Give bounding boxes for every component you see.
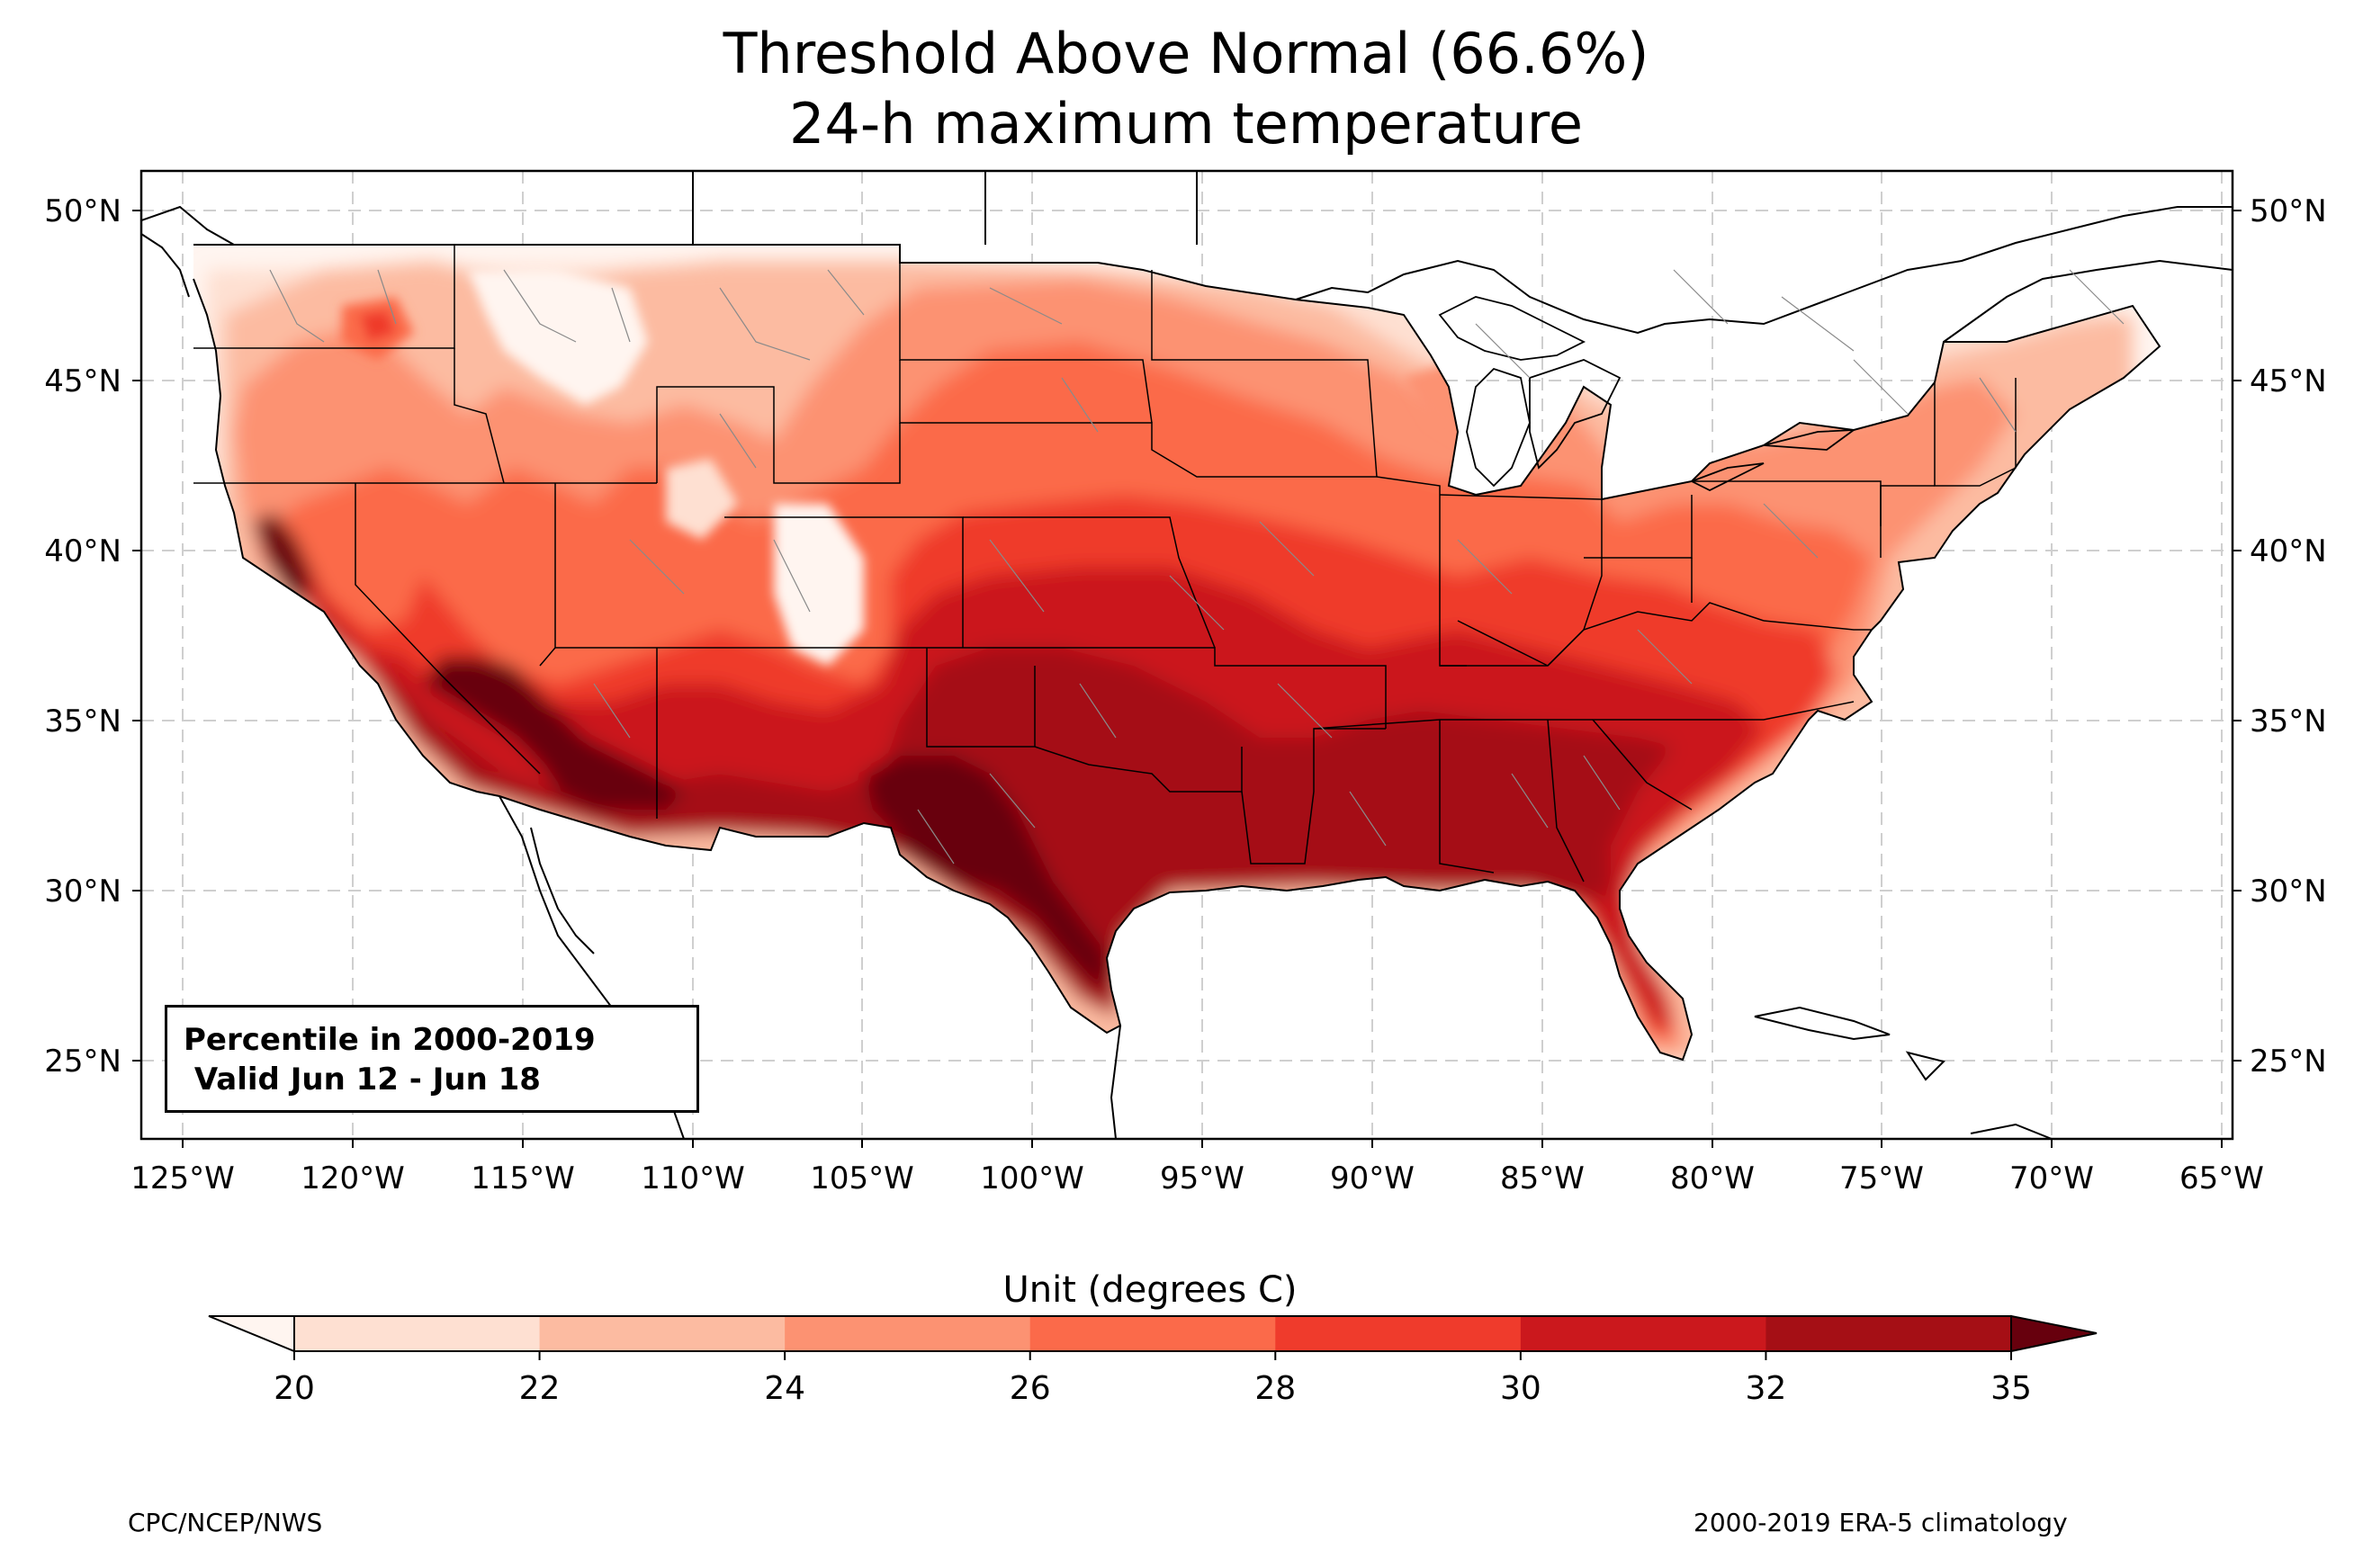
lon-tick-label: 105°W <box>810 1160 914 1196</box>
colorbar-segment <box>1029 1316 1276 1351</box>
lat-tick-label-right: 50°N <box>2250 193 2327 229</box>
chart-subtitle: 24-h maximum temperature <box>788 91 1584 157</box>
lat-tick-label-right: 45°N <box>2250 363 2327 399</box>
coastlines <box>141 171 2233 1139</box>
lon-tick-label: 95°W <box>1160 1160 1244 1196</box>
chart-title: Threshold Above Normal (66.6%) <box>723 21 1649 86</box>
colorbar-tick-label: 35 <box>1990 1370 2032 1407</box>
colorbar-segment <box>1275 1316 1522 1351</box>
lon-tick-label: 75°W <box>1839 1160 1924 1196</box>
info-box-line1: Percentile in 2000-2019 <box>184 1022 596 1058</box>
map-frame <box>139 169 2234 1141</box>
info-box: Percentile in 2000-2019 Valid Jun 12 - J… <box>165 1005 699 1113</box>
colorbar-frame <box>293 1315 2012 1352</box>
lon-tick-label: 115°W <box>471 1160 575 1196</box>
colorbar: 20 22 24 26 28 30 32 35 <box>208 1314 2098 1407</box>
county-borders <box>269 269 2125 865</box>
colorbar-tick-label: 22 <box>519 1370 561 1407</box>
lon-tick-label: 80°W <box>1670 1160 1755 1196</box>
footer-credit: CPC/NCEP/NWS <box>128 1508 323 1537</box>
colorbar-tick-label: 30 <box>1500 1370 1541 1407</box>
lon-tick-label: 125°W <box>130 1160 235 1196</box>
lon-tick-label: 90°W <box>1330 1160 1415 1196</box>
lat-tick-label-right: 25°N <box>2250 1044 2327 1080</box>
colorbar-segment <box>785 1316 1031 1351</box>
colorbar-under-arrow <box>208 1315 295 1353</box>
colorbar-segment <box>294 1316 541 1351</box>
colorbar-tick-label: 32 <box>1746 1370 1787 1407</box>
lat-tick-label-left: 45°N <box>44 363 121 399</box>
lon-tick-label: 110°W <box>641 1160 745 1196</box>
lon-tick-label: 70°W <box>2009 1160 2094 1196</box>
colorbar-tick-label: 20 <box>274 1370 315 1407</box>
lat-tick-label-left: 50°N <box>44 193 121 229</box>
colorbar-segment <box>1766 1316 2012 1351</box>
footer-source: 2000-2019 ERA-5 climatology <box>1694 1508 2068 1537</box>
tick-marks <box>132 210 2242 1148</box>
lon-tick-label: 100°W <box>980 1160 1084 1196</box>
colorbar-tick-label: 28 <box>1254 1370 1296 1407</box>
info-box-line2: Valid Jun 12 - Jun 18 <box>184 1062 541 1098</box>
state-borders <box>193 245 2017 883</box>
lat-tick-label-left: 40°N <box>44 533 121 569</box>
colorbar-segment <box>1520 1316 1766 1351</box>
lon-tick-label: 120°W <box>301 1160 405 1196</box>
colorbar-tick-label: 26 <box>1010 1370 1051 1407</box>
lat-tick-label-right: 30°N <box>2250 874 2327 909</box>
lat-tick-label-left: 25°N <box>44 1044 121 1080</box>
lat-tick-label-right: 35°N <box>2250 703 2327 739</box>
lat-tick-label-right: 40°N <box>2250 533 2327 569</box>
colorbar-over-arrow <box>2010 1314 2098 1353</box>
lon-tick-label: 85°W <box>1500 1160 1585 1196</box>
colorbar-tick-label: 24 <box>764 1370 805 1407</box>
colorbar-label: Unit (degrees C) <box>1002 1269 1297 1311</box>
colorbar-segment <box>539 1316 786 1351</box>
lon-tick-label: 65°W <box>2179 1160 2264 1196</box>
lat-tick-label-left: 35°N <box>44 703 121 739</box>
lat-tick-label-left: 30°N <box>44 874 121 909</box>
